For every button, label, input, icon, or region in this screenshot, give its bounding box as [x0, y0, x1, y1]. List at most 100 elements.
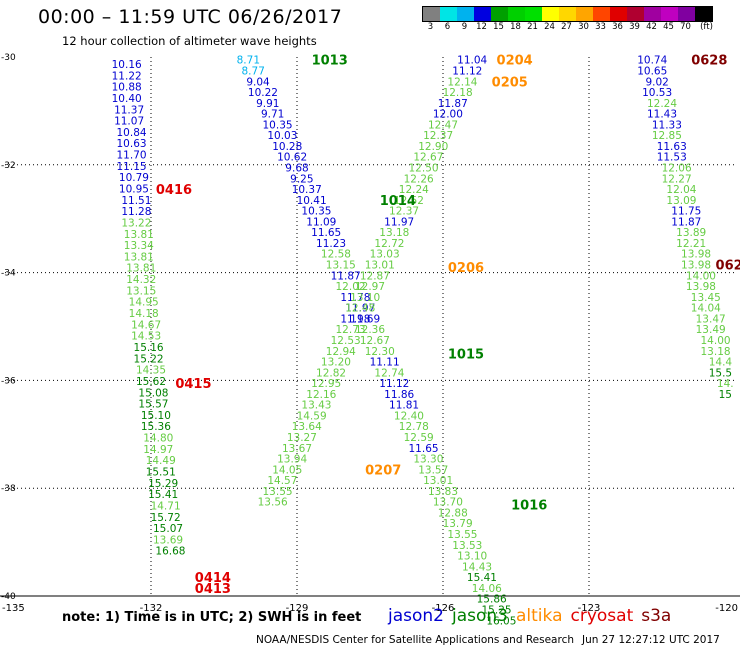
swh-reading: 13.55 — [447, 529, 477, 541]
swh-reading: 15.86 — [477, 594, 507, 606]
swh-reading: 8.71 — [237, 55, 260, 67]
swh-reading: 9.02 — [645, 76, 668, 88]
swh-reading: 13.83 — [428, 486, 458, 498]
swh-reading: 12.95 — [311, 378, 341, 390]
colorbar-swatch — [457, 7, 474, 21]
swh-reading: 14.06 — [472, 583, 502, 595]
swh-reading: 11.37 — [114, 104, 144, 116]
satellite-legend: jason2 jason3 altika cryosat s3a — [388, 606, 671, 626]
swh-reading: 10.41 — [297, 195, 327, 207]
swh-reading: 13.98 — [686, 281, 716, 293]
footer-note: note: 1) Time is in UTC; 2) SWH is in fe… — [62, 610, 362, 625]
x-tick-label: -123 — [578, 603, 601, 614]
swh-reading: 12.24 — [399, 184, 429, 196]
swh-reading: 10.03 — [267, 130, 297, 142]
colorbar-swatch — [610, 7, 627, 21]
swh-reading: 11.28 — [121, 206, 151, 218]
swh-reading: 11.12 — [379, 378, 409, 390]
swh-reading: 12.18 — [443, 87, 473, 99]
swh-reading: 12.24 — [647, 98, 677, 110]
swh-reading: 12.59 — [404, 432, 434, 444]
x-tick-label: -126 — [432, 603, 455, 614]
swh-reading: 11.86 — [384, 389, 414, 401]
swh-reading: 13.98 — [681, 249, 711, 261]
swh-reading: 10.74 — [637, 55, 667, 67]
swh-reading: 13.22 — [121, 217, 151, 229]
swh-reading: 12.37 — [389, 206, 419, 218]
axis-ticks: -135 -132 -129 -126 -123 -120 -30 -32 -34 -36 -38 -… — [1, 53, 738, 614]
swh-reading: 14.57 — [267, 475, 297, 487]
swh-reading: 12.16 — [306, 389, 336, 401]
swh-reading: 12.67 — [413, 152, 443, 164]
swh-reading: 12.00 — [433, 109, 463, 121]
swh-reading: 13.27 — [287, 432, 317, 444]
colorbar-label: 30 — [578, 22, 589, 32]
pass-label: 0414 — [195, 571, 231, 586]
pass-label: 0415 — [175, 377, 211, 392]
swh-reading: 12.94 — [326, 346, 356, 358]
swh-reading: 13.18 — [701, 346, 731, 358]
swh-reading: 13.67 — [282, 443, 312, 455]
swh-reading: 12.36 — [355, 324, 385, 336]
swh-reading: 12.97 — [355, 281, 385, 293]
swh-reading: 12.48 — [345, 303, 375, 315]
swh-reading: 16.05 — [486, 615, 516, 627]
swh-reading: 11.75 — [671, 206, 701, 218]
swh-reading: 11.78 — [340, 292, 370, 304]
colorbar-swatch — [593, 7, 610, 21]
swh-reading: 10.28 — [272, 141, 302, 153]
swh-reading: 11.69 — [350, 313, 380, 325]
swh-reading: 15.22 — [134, 353, 164, 365]
swh-reading: 13.18 — [379, 227, 409, 239]
swh-reading: 14.32 — [126, 274, 156, 286]
swh-reading: 9.91 — [256, 98, 279, 110]
swh-reading: 13.15 — [126, 285, 156, 297]
swh-reading: 16.68 — [155, 546, 185, 558]
swh-reading: 9.68 — [285, 162, 308, 174]
swh-reading: 13.79 — [443, 518, 473, 530]
swh-reading: 13.47 — [696, 313, 726, 325]
swh-reading: 12.06 — [662, 162, 692, 174]
pass-labels: 1013 0204 0205 0628 0416 1014 0627 0206 1015 0415… — [156, 54, 740, 597]
swh-reading: 10.40 — [112, 93, 142, 105]
pass-label: 0413 — [195, 582, 231, 597]
swh-reading: 9.25 — [290, 173, 313, 185]
swh-reading: 10.84 — [117, 127, 147, 139]
colorbar-swatch — [644, 7, 661, 21]
pass-label: 0204 — [497, 54, 533, 69]
colorbar-swatch — [440, 7, 457, 21]
page-subtitle: 12 hour collection of altimeter wave hei… — [62, 34, 317, 48]
swh-reading: 12.88 — [438, 507, 468, 519]
swh-reading: 15.25 — [482, 604, 512, 616]
swh-reading: 15.51 — [146, 466, 176, 478]
swh-reading: 13.64 — [292, 421, 322, 433]
swh-reading: 15.16 — [134, 342, 164, 354]
swh-reading: 12.21 — [676, 238, 706, 250]
swh-reading: 11.09 — [306, 216, 336, 228]
swh-reading: 12.50 — [409, 162, 439, 174]
colorbar-swatch — [576, 7, 593, 21]
swh-reading: 12.74 — [374, 367, 404, 379]
swh-reading: 13.53 — [452, 540, 482, 552]
swh-reading: 11.11 — [370, 357, 400, 369]
swh-reading: 13.15 — [326, 260, 356, 272]
swh-reading: 12.87 — [360, 270, 390, 282]
swh-reading: 13.70 — [433, 497, 463, 509]
swh-reading: 10.53 — [642, 87, 672, 99]
colorbar-label: (ft) — [700, 22, 713, 32]
swh-reading: 12.02 — [336, 281, 366, 293]
swh-reading: 12.58 — [321, 249, 351, 261]
swh-reading: 11.97 — [345, 303, 375, 315]
swh-reading: 13.81 — [126, 263, 156, 275]
swh-reading: 13.98 — [681, 260, 711, 272]
swh-reading: 13.45 — [691, 292, 721, 304]
swh-reading: 10.62 — [277, 152, 307, 164]
colorbar-label: 42 — [646, 22, 657, 32]
x-tick-label: -120 — [715, 603, 738, 614]
swh-reading: 14.59 — [297, 410, 327, 422]
swh-reading: 14.18 — [129, 308, 159, 320]
swh-reading: 12.27 — [662, 173, 692, 185]
swh-reading: 13.43 — [301, 400, 331, 412]
swh-reading: 12.30 — [365, 346, 395, 358]
